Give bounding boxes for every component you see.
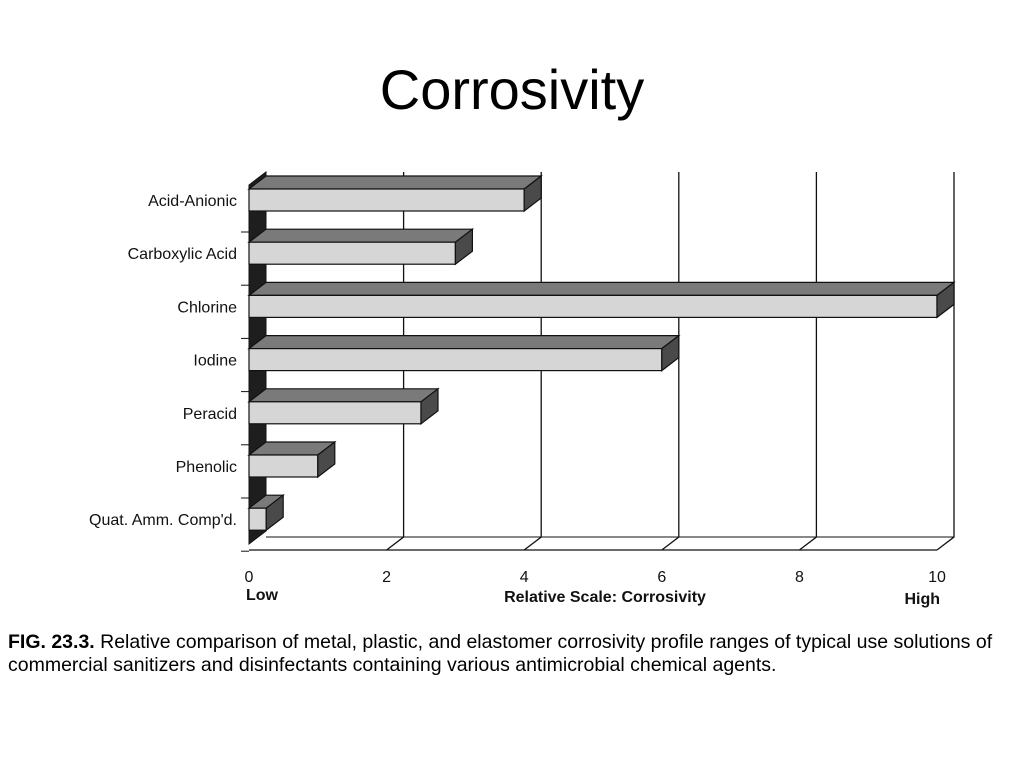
bar	[248, 241, 456, 265]
category-label: Acid-Anionic	[148, 193, 237, 210]
x-axis-low-label: Low	[246, 587, 279, 604]
caption-text: Relative comparison of metal, plastic, a…	[8, 631, 993, 676]
bar	[248, 507, 267, 531]
x-axis-high-label: High	[904, 591, 940, 608]
bar-top-face	[247, 281, 956, 296]
figure-number: FIG. 23.3.	[8, 631, 95, 653]
x-tick-label: 0	[245, 569, 254, 586]
bar-side-face	[661, 334, 680, 372]
category-label: Phenolic	[176, 459, 237, 476]
bar	[248, 188, 525, 212]
bar-side-face	[454, 227, 473, 266]
corrosivity-bar-chart: Acid-Anionic Carboxylic Acid Chlorine Iodin…	[89, 170, 956, 608]
x-axis-title: Relative Scale: Corrosivity	[504, 589, 706, 606]
category-label: Peracid	[183, 406, 237, 423]
bar-side-face	[265, 493, 284, 532]
x-tick-label: 4	[520, 569, 529, 586]
bars	[247, 174, 956, 532]
category-label: Carboxylic Acid	[128, 246, 237, 263]
bar-side-face	[523, 174, 542, 213]
x-tick-label: 2	[382, 569, 391, 586]
x-tick-label: 6	[657, 569, 666, 586]
category-label: Chlorine	[177, 299, 237, 316]
bar	[248, 401, 422, 425]
grid-line	[799, 172, 818, 551]
x-tick-label: 8	[795, 569, 804, 586]
x-tick-label: 10	[928, 569, 946, 586]
figure-caption: FIG. 23.3. Relative comparison of metal,…	[8, 631, 1020, 677]
category-label: Quat. Amm. Comp'd.	[89, 512, 237, 529]
bar-side-face	[317, 440, 336, 479]
bar	[248, 294, 938, 318]
x-axis: 0 2 4 6 8 10	[245, 569, 946, 586]
bar-side-face	[420, 387, 439, 426]
slide-title: Corrosivity	[379, 58, 645, 121]
bar-top-face	[247, 228, 475, 243]
bar	[248, 454, 319, 478]
category-label: Iodine	[193, 353, 237, 370]
grid-line	[936, 172, 955, 551]
category-labels: Acid-Anionic Carboxylic Acid Chlorine Iodin…	[89, 193, 249, 552]
bar-side-face	[936, 281, 955, 319]
bar-top-face	[247, 335, 681, 350]
bar	[248, 348, 663, 372]
bar-top-face	[247, 388, 440, 403]
bar-top-face	[247, 175, 543, 190]
